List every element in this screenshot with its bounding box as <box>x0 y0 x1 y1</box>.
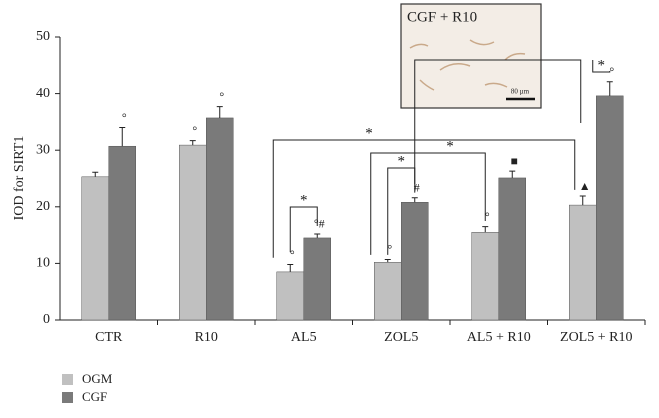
inset-title: CGF + R10 <box>407 9 477 25</box>
x-tick-label: ZOL5 + R10 <box>560 330 632 345</box>
significance-marker: °# <box>314 217 325 231</box>
error-bar <box>509 170 516 178</box>
comparison-bracket <box>289 206 318 253</box>
significance-marker: ° <box>485 209 490 223</box>
bar <box>108 145 136 321</box>
x-tick-label: ZOL5 <box>384 330 418 345</box>
error-bar <box>216 106 223 118</box>
x-tick-label: AL5 + R10 <box>467 330 531 345</box>
error-bar <box>314 233 321 238</box>
bar <box>276 271 304 321</box>
bar <box>471 232 499 321</box>
y-axis-label: IOD for SIRT1 <box>12 136 27 221</box>
significance-marker: ° <box>192 123 197 137</box>
y-tick-label: 10 <box>36 256 50 271</box>
comparison-label: * <box>398 153 406 169</box>
bar <box>81 176 109 321</box>
bar <box>374 262 402 321</box>
x-tick-label: R10 <box>195 330 218 345</box>
comparison-bracket <box>414 59 582 185</box>
legend-label: CGF <box>82 389 107 404</box>
bar <box>498 177 526 321</box>
error-bar <box>384 258 391 263</box>
bar <box>206 117 234 321</box>
significance-marker: # <box>414 180 420 194</box>
y-tick-label: 50 <box>36 29 50 44</box>
y-tick-label: 40 <box>36 86 50 101</box>
scale-label: 80 µm <box>511 88 530 96</box>
y-tick-label: 20 <box>36 199 50 214</box>
comparison-label: * <box>300 192 308 208</box>
legend-swatch <box>62 392 73 403</box>
y-tick-label: 30 <box>36 142 50 157</box>
bar <box>401 202 429 321</box>
significance-marker: ° <box>387 242 392 256</box>
legend-label: OGM <box>82 371 113 386</box>
comparison-bracket <box>272 139 576 258</box>
error-bar <box>579 195 586 206</box>
bar <box>303 237 331 321</box>
error-bar <box>119 127 126 147</box>
comparison-label: * <box>365 125 373 141</box>
inset: CGF + R10 80 µm <box>400 3 542 109</box>
bar <box>179 144 207 321</box>
comparison-label: * <box>598 57 606 73</box>
error-bar <box>189 140 196 146</box>
inset-frame <box>400 3 542 109</box>
error-bar <box>92 171 99 177</box>
y-tick-label: 0 <box>43 312 50 327</box>
bar <box>569 204 597 321</box>
significance-marker: ° <box>219 89 224 103</box>
significance-marker: ▲ <box>579 179 591 193</box>
error-bar <box>482 226 489 233</box>
error-bar <box>606 81 613 96</box>
inset-cells <box>409 39 526 91</box>
comparison-label: * <box>446 138 454 154</box>
comparison-bracket <box>592 60 611 73</box>
significance-marker: ° <box>122 110 127 124</box>
bar <box>596 95 624 321</box>
significance-marker: ° <box>290 247 295 261</box>
error-bar <box>287 264 294 272</box>
x-tick-label: AL5 <box>291 330 317 345</box>
legend-swatch <box>62 374 73 385</box>
x-tick-label: CTR <box>95 330 123 345</box>
error-bar <box>411 197 418 203</box>
significance-marker: ° <box>609 64 614 78</box>
comparison-bracket <box>370 152 486 255</box>
significance-marker: ■ <box>511 154 518 168</box>
